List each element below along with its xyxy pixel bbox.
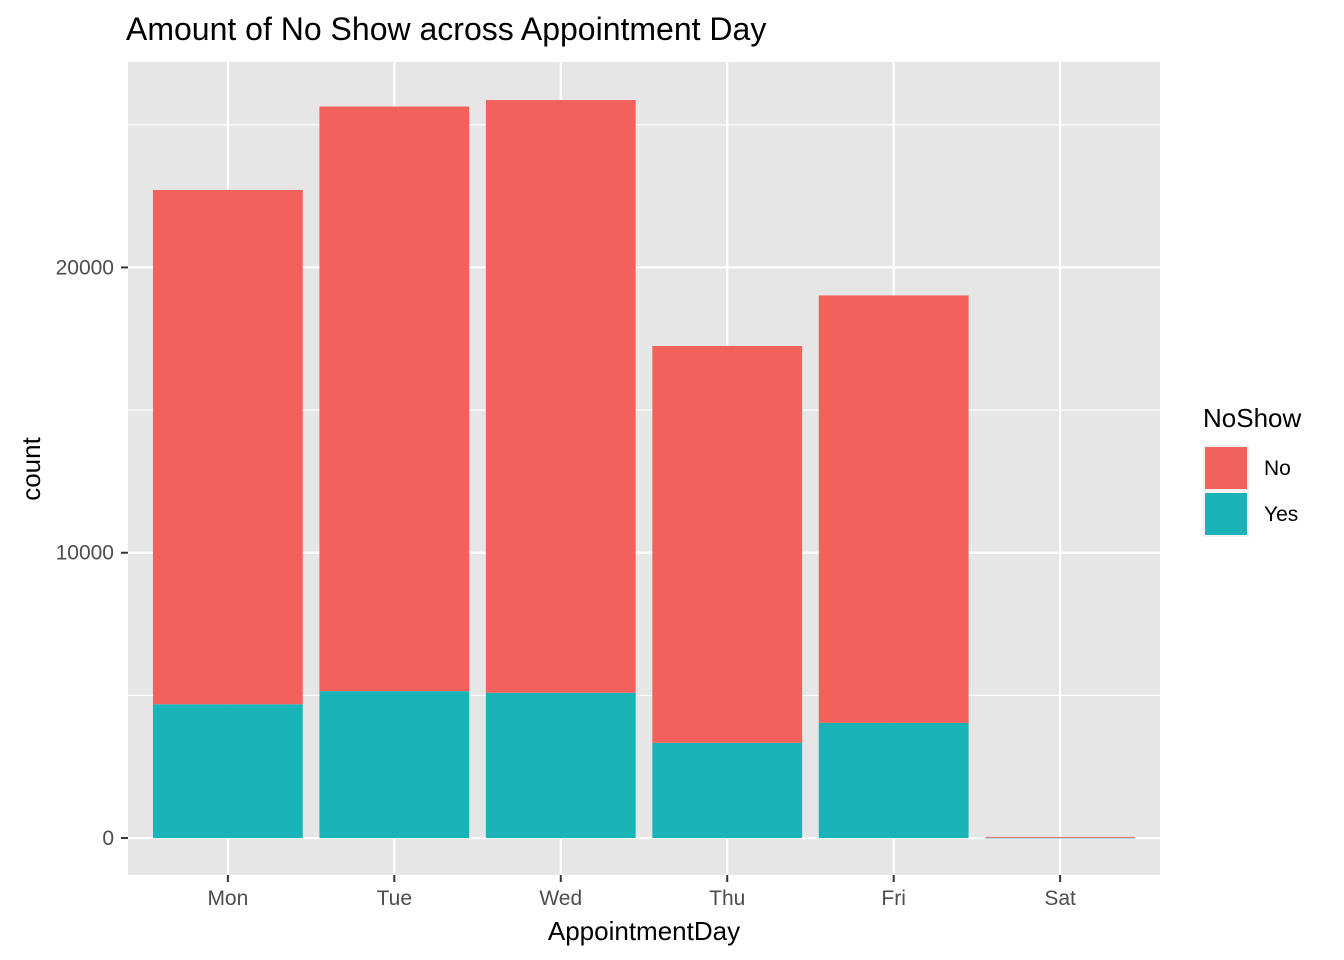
y-tick-label: 20000 [56, 256, 114, 279]
bar-thu-yes [652, 742, 803, 839]
bar-sat-yes [985, 837, 1136, 839]
x-tick-label-mon: Mon [207, 887, 248, 910]
x-axis-title: AppointmentDay [548, 916, 740, 946]
bar-thu-no [652, 345, 803, 743]
chart-title: Amount of No Show across Appointment Day [126, 11, 766, 47]
y-tick-label: 0 [102, 827, 114, 850]
x-tick-label-thu: Thu [709, 887, 745, 910]
legend-label-no: No [1264, 457, 1291, 480]
legend-key-no [1205, 447, 1247, 489]
legend-title: NoShow [1203, 403, 1301, 433]
bar-wed-no [485, 100, 636, 693]
x-axis: Mon Tue Wed Thu Fri Sat [207, 875, 1076, 910]
bar-fri-yes [818, 722, 969, 839]
bar-tue-yes [319, 691, 470, 839]
legend-label-yes: Yes [1264, 503, 1298, 526]
x-tick-label-sat: Sat [1044, 887, 1076, 910]
bar-mon-yes [152, 704, 303, 839]
bar-mon-no [152, 189, 303, 705]
legend-key-yes [1205, 493, 1247, 535]
x-tick-label-fri: Fri [881, 887, 906, 910]
bar-tue-no [319, 106, 470, 692]
bars [152, 100, 1136, 839]
bar-wed-yes [485, 692, 636, 839]
y-tick-label: 10000 [56, 542, 114, 565]
x-tick-label-tue: Tue [377, 887, 412, 910]
bar-fri-no [818, 295, 969, 723]
y-axis: 0 10000 20000 [56, 256, 128, 850]
legend: NoShow No Yes [1203, 403, 1301, 537]
x-tick-label-wed: Wed [539, 887, 582, 910]
bar-sat-no [985, 836, 1136, 838]
y-axis-title: count [16, 436, 46, 500]
